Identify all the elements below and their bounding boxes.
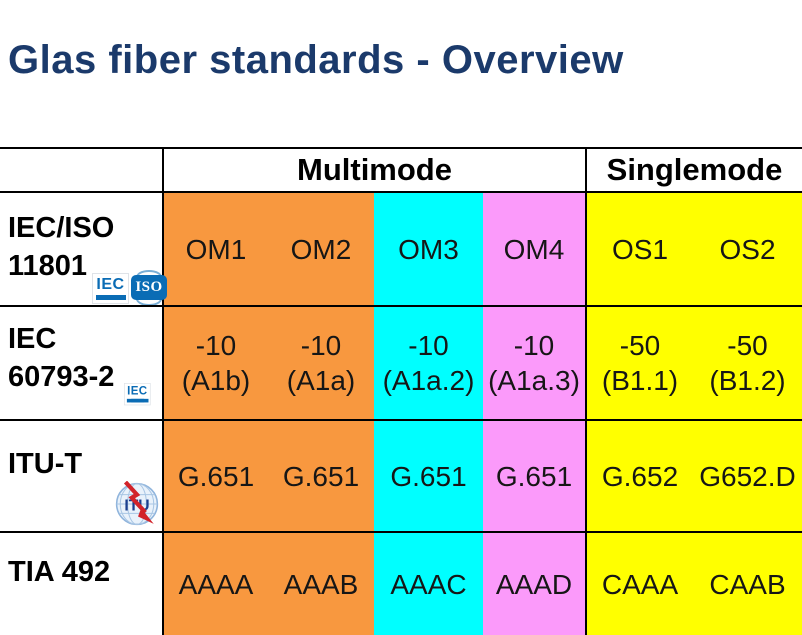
cell-r3c3: G.651 (374, 419, 483, 531)
iec-logo-text: IEC (96, 276, 125, 293)
tia-logo: TIA (88, 602, 160, 635)
column-group-multimode: Multimode (162, 147, 585, 191)
cell-r4c6: CAAB (693, 531, 802, 635)
column-group-singlemode: Singlemode (585, 147, 802, 191)
row-label-text: ITU-T (8, 448, 83, 480)
iso-logo: ISO (131, 270, 167, 306)
iec-logo: IEC (124, 383, 151, 406)
cell-r3c4: G.651 (483, 419, 585, 531)
cell-om4: OM4 (483, 191, 585, 305)
cell-r3c1: G.651 (162, 419, 268, 531)
cell-om1: OM1 (162, 191, 268, 305)
cell-os2: OS2 (693, 191, 802, 305)
cell-r4c1: AAAA (162, 531, 268, 635)
cell-r2c1: -10 (A1b) (162, 305, 268, 419)
cell-r2c4: -10 (A1a.3) (483, 305, 585, 419)
cell-om2: OM2 (268, 191, 374, 305)
row-label-itu-t: ITU-T ITU (0, 419, 162, 531)
row-label-iec-iso-11801: IEC/ISO 11801 IEC ISO (0, 191, 167, 306)
iso-logo-arc (136, 270, 162, 277)
cell-r4c5: CAAA (585, 531, 693, 635)
row-label-text: IEC/ISO 11801 (8, 212, 115, 283)
cell-r4c2: AAAB (268, 531, 374, 635)
iec-logo-bar (126, 398, 144, 403)
cell-os1: OS1 (585, 191, 693, 305)
itu-bolt-icon (123, 481, 147, 514)
iec-logo: IEC (92, 273, 129, 304)
page-title: Glas fiber standards - Overview (8, 38, 624, 82)
row-label-text: TIA 492 (8, 556, 111, 588)
cell-r3c5: G.652 (585, 419, 693, 531)
cell-om3: OM3 (374, 191, 483, 305)
cell-r2c2: -10 (A1a) (268, 305, 374, 419)
cell-r3c6: G652.D (693, 419, 802, 531)
iso-logo-text: ISO (131, 275, 167, 300)
cell-r4c3: AAAC (374, 531, 483, 635)
row-label-text: IEC 60793-2 (8, 323, 115, 394)
cell-r2c5: -50 (B1.1) (585, 305, 693, 419)
cell-r4c4: AAAD (483, 531, 585, 635)
iec-logo-text: IEC (127, 385, 148, 398)
itu-logo: ITU (115, 481, 159, 526)
cell-r3c2: G.651 (268, 419, 374, 531)
cell-r2c3: -10 (A1a.2) (374, 305, 483, 419)
table-corner-cell (0, 147, 162, 191)
cell-r2c6: -50 (B1.2) (693, 305, 802, 419)
fiber-standards-table: Multimode Singlemode IEC/ISO 11801 IEC I… (0, 147, 802, 635)
row-label-iec-60793-2: IEC 60793-2 IEC (0, 305, 162, 419)
row-label-tia-492: TIA 492 TIA (0, 531, 162, 635)
iec-logo-bar (95, 295, 120, 300)
